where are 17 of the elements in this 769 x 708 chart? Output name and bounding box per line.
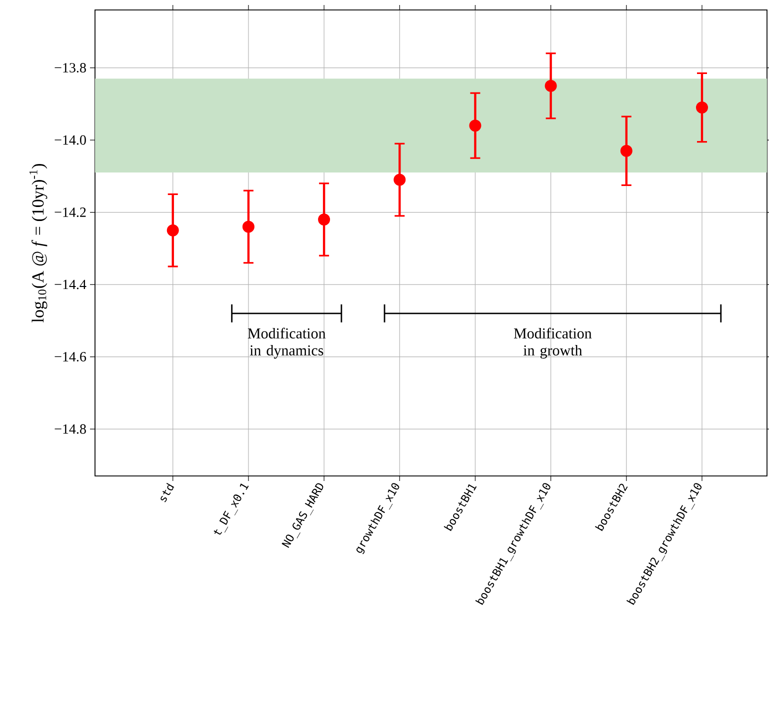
y-tick-label: −14.8 (54, 424, 86, 434)
point (469, 120, 482, 132)
y-tick-label: −14.0 (54, 135, 86, 145)
point (544, 80, 557, 92)
y-tick-label: −14.6 (54, 352, 86, 362)
y-axis-title: log$_{10}$(A @ f = (10yr)$^{-1}$) (29, 164, 48, 322)
point (166, 224, 179, 236)
point (394, 174, 406, 186)
y-tick-label: −14.4 (54, 280, 86, 290)
y-tick-label: −13.8 (54, 63, 86, 73)
point (242, 220, 254, 233)
point (318, 214, 330, 226)
annotation: Modification in dynamics (248, 328, 326, 359)
y-tick-label: −14.2 (54, 208, 86, 218)
point (696, 102, 708, 114)
point (620, 144, 632, 157)
annotation: Modification in growth (514, 328, 592, 359)
